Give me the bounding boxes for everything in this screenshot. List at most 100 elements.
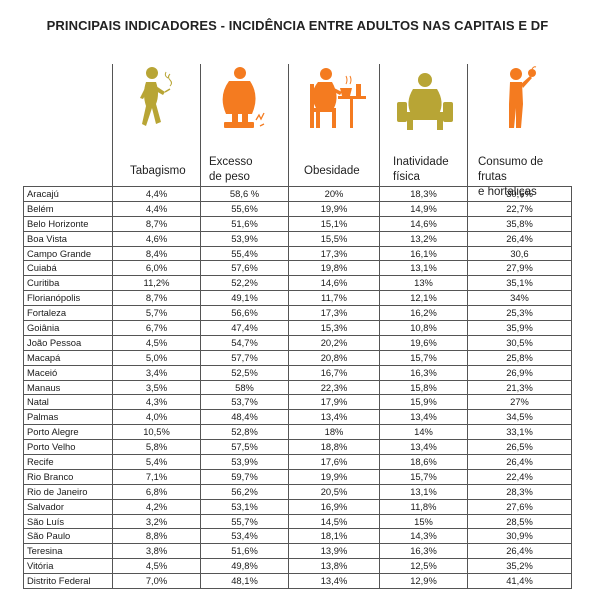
value-cell: 13,4% [379,439,468,456]
value-cell: 16,3% [379,543,468,560]
value-cell: 13,4% [288,573,380,590]
table-row: Distrito Federal 7,0% 48,1% 13,4% 12,9% 41,4% [23,573,572,590]
smoking-person-icon [140,67,172,126]
value-cell: 18,6% [379,454,468,470]
value-cell: 18,8% [288,439,380,456]
value-cell: 15% [379,513,468,530]
value-cell: 53,9% [200,454,289,470]
value-cell: 51,6% [200,215,289,232]
table-header: Tabagismo Excesso de peso [23,58,571,198]
table-row: Macapá 5,0% 57,7% 20,8% 15,7% 25,8% [23,349,572,366]
value-cell: 52,5% [200,364,289,381]
header-consumo-frutas-hortalicas: Consumo de frutas e hortaliças [467,58,571,198]
value-cell: 14,9% [379,200,468,217]
value-cell: 13,2% [379,230,468,247]
value-cell: 26,9% [467,364,572,381]
value-cell: 14,5% [288,513,380,530]
value-cell: 22,4% [467,468,572,485]
value-cell: 17,3% [288,245,380,262]
city-name-cell: Palmas [23,409,113,426]
value-cell: 20,2% [288,334,380,351]
table-row: Curitiba 11,2% 52,2% 14,6% 13% 35,1% [23,275,572,292]
value-cell: 4,6% [112,230,201,247]
value-cell: 26,4% [467,454,572,470]
value-cell: 15,3% [288,320,380,336]
overweight-on-scale-icon [222,67,265,128]
value-cell: 17,3% [288,305,380,322]
table-row: Palmas 4,0% 48,4% 13,4% 13,4% 34,5% [23,409,572,426]
value-cell: 35,8% [467,215,572,232]
value-cell: 15,7% [379,349,468,366]
value-cell: 47,4% [200,320,289,336]
city-name-cell: Salvador [23,498,113,515]
value-cell: 27,9% [467,260,572,277]
header-divider [200,64,201,186]
value-cell: 3,2% [112,513,201,530]
value-cell: 48,1% [200,573,289,590]
value-cell: 53,4% [200,528,289,545]
value-cell: 53,7% [200,394,289,411]
person-eating-fruit-icon [509,66,537,128]
value-cell: 16,9% [288,498,380,515]
value-cell: 8,7% [112,215,201,232]
value-cell: 59,7% [200,468,289,485]
city-name-cell: Maceió [23,364,113,381]
value-cell: 26,4% [467,543,572,560]
header-inatividade-fisica: Inatividade física [379,58,467,186]
city-name-cell: Cuiabá [23,260,113,277]
value-cell: 16,7% [288,364,380,381]
value-cell: 11,8% [379,498,468,515]
value-cell: 11,2% [112,275,201,292]
value-cell: 52,8% [200,424,289,441]
city-name-cell: Goiânia [23,320,113,336]
value-cell: 57,5% [200,439,289,456]
indicators-table: Aracajú 4,4% 58,6 % 20% 18,3% 30,6% Belém 4,4% 5… [23,186,572,590]
value-cell: 16,3% [379,364,468,381]
header-divider [112,64,113,186]
value-cell: 35,2% [467,558,572,575]
city-name-cell: Porto Velho [23,439,113,456]
table-row: São Paulo 8,8% 53,4% 18,1% 14,3% 30,9% [23,528,572,545]
value-cell: 13,8% [288,558,380,575]
value-cell: 28,3% [467,483,572,500]
value-cell: 56,2% [200,483,289,500]
value-cell: 55,4% [200,245,289,262]
header-label: Inatividade física [393,156,449,183]
value-cell: 53,9% [200,230,289,247]
city-name-cell: João Pessoa [23,334,113,351]
value-cell: 30,6 [467,245,572,262]
value-cell: 10,8% [379,320,468,336]
value-cell: 54,7% [200,334,289,351]
value-cell: 13% [379,275,468,292]
table-row: Florianópolis 8,7% 49,1% 11,7% 12,1% 34% [23,290,572,307]
value-cell: 48,4% [200,409,289,426]
table-row: Vitória 4,5% 49,8% 13,8% 12,5% 35,2% [23,558,572,575]
value-cell: 25,3% [467,305,572,322]
value-cell: 4,4% [112,200,201,217]
value-cell: 15,7% [379,468,468,485]
value-cell: 22,3% [288,379,380,396]
value-cell: 20,8% [288,349,380,366]
value-cell: 4,5% [112,334,201,351]
value-cell: 14,6% [379,215,468,232]
value-cell: 6,0% [112,260,201,277]
table-row: Belo Horizonte 8,7% 51,6% 15,1% 14,6% 35,8% [23,215,572,232]
value-cell: 26,5% [467,439,572,456]
value-cell: 4,5% [112,558,201,575]
table-row: Recife 5,4% 53,9% 17,6% 18,6% 26,4% [23,454,572,470]
city-name-cell: Vitória [23,558,113,575]
value-cell: 34% [467,290,572,307]
value-cell: 12,9% [379,573,468,590]
value-cell: 12,1% [379,290,468,307]
city-name-cell: Porto Alegre [23,424,113,441]
table-row: Aracajú 4,4% 58,6 % 20% 18,3% 30,6% [23,186,572,202]
value-cell: 8,4% [112,245,201,262]
header-label: Obesidade [304,165,360,177]
value-cell: 4,2% [112,498,201,515]
value-cell: 15,8% [379,379,468,396]
value-cell: 15,1% [288,215,380,232]
table-row: Campo Grande 8,4% 55,4% 17,3% 16,1% 30,6 [23,245,572,262]
value-cell: 19,9% [288,200,380,217]
table-row: Manaus 3,5% 58% 22,3% 15,8% 21,3% [23,379,572,396]
value-cell: 5,8% [112,439,201,456]
